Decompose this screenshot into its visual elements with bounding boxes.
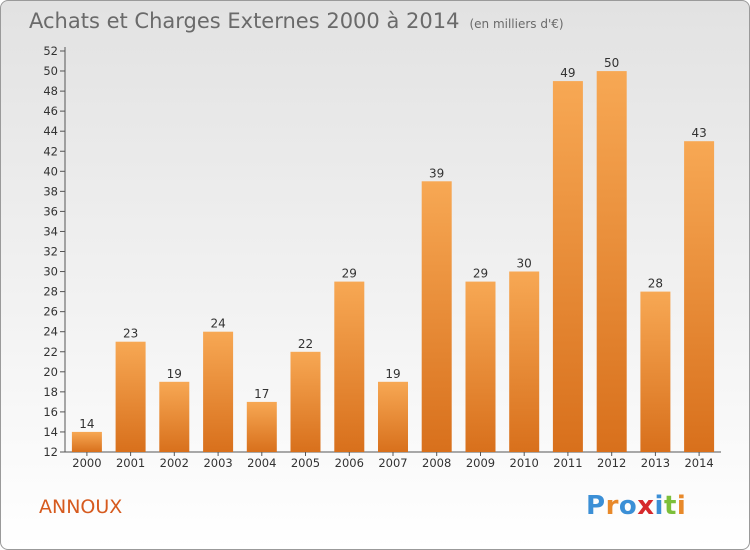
- value-label-2001: 23: [123, 327, 138, 341]
- bar-2010: [509, 271, 540, 452]
- x-tick-label-2001: 2001: [116, 456, 145, 470]
- y-tick-label: 16: [43, 405, 58, 419]
- y-tick-label: 46: [43, 104, 58, 118]
- bar-2001: [115, 341, 146, 452]
- value-label-2010: 30: [517, 257, 532, 271]
- bar-2000: [71, 431, 102, 452]
- y-tick-label: 38: [43, 184, 58, 198]
- logo-letter: i: [654, 491, 664, 521]
- y-tick-label: 30: [43, 265, 58, 279]
- value-label-2012: 50: [604, 56, 619, 70]
- y-tick-label: 26: [43, 305, 58, 319]
- bar-2006: [334, 281, 365, 452]
- logo-letter: o: [618, 491, 638, 521]
- value-label-2009: 29: [473, 267, 488, 281]
- bar-2002: [159, 381, 190, 452]
- y-tick-label: 42: [43, 144, 58, 158]
- x-tick-label-2006: 2006: [335, 456, 364, 470]
- logo-letter: x: [637, 491, 655, 521]
- chart-unit: (en milliers d'€): [469, 17, 564, 31]
- value-label-2000: 14: [79, 417, 94, 431]
- x-tick-label-2005: 2005: [291, 456, 320, 470]
- y-tick-label: 14: [43, 425, 58, 439]
- y-tick-label: 18: [43, 385, 58, 399]
- value-label-2008: 39: [429, 166, 444, 180]
- value-label-2014: 43: [691, 126, 706, 140]
- x-tick-label-2000: 2000: [72, 456, 101, 470]
- x-tick-label-2012: 2012: [597, 456, 626, 470]
- y-tick-label: 34: [43, 224, 58, 238]
- x-tick-label-2007: 2007: [378, 456, 407, 470]
- bar-2008: [421, 181, 452, 453]
- value-label-2006: 29: [342, 267, 357, 281]
- x-tick-label-2013: 2013: [641, 456, 670, 470]
- bar-2013: [640, 291, 671, 452]
- y-tick-label: 44: [43, 124, 58, 138]
- y-tick-label: 32: [43, 245, 58, 259]
- bar-2005: [290, 351, 321, 453]
- chart-title-text: Achats et Charges Externes 2000 à 2014: [29, 9, 460, 33]
- value-label-2002: 19: [167, 367, 182, 381]
- y-tick-label: 52: [43, 44, 58, 58]
- bar-2007: [378, 381, 408, 452]
- logo-letter: t: [663, 491, 677, 521]
- x-tick-label-2009: 2009: [466, 456, 495, 470]
- bar-2011: [552, 81, 583, 452]
- x-tick-label-2010: 2010: [510, 456, 539, 470]
- x-tick-label-2011: 2011: [553, 456, 582, 470]
- value-label-2013: 28: [648, 277, 663, 291]
- y-tick-label: 28: [43, 285, 58, 299]
- x-tick-label-2003: 2003: [203, 456, 232, 470]
- value-label-2005: 22: [298, 337, 313, 351]
- x-tick-label-2004: 2004: [247, 456, 276, 470]
- logo-letter: r: [605, 491, 619, 521]
- x-tick-label-2002: 2002: [160, 456, 189, 470]
- y-tick-label: 22: [43, 345, 58, 359]
- y-tick-label: 12: [43, 445, 58, 459]
- bar-2012: [596, 71, 627, 452]
- x-tick-label-2008: 2008: [422, 456, 451, 470]
- y-tick-label: 48: [43, 84, 58, 98]
- x-tick-label-2014: 2014: [684, 456, 713, 470]
- commune-name: ANNOUX: [39, 496, 123, 518]
- value-label-2011: 49: [560, 66, 575, 80]
- bar-2003: [203, 331, 234, 452]
- chart-title: Achats et Charges Externes 2000 à 2014 (e…: [29, 9, 564, 33]
- bar-2004: [246, 401, 277, 452]
- y-tick-label: 40: [43, 164, 58, 178]
- bar-2009: [465, 281, 496, 452]
- y-tick-label: 24: [43, 325, 58, 339]
- logo-letter: i: [676, 491, 687, 521]
- proxiti-logo: Proxiti: [586, 491, 686, 521]
- y-tick-label: 36: [43, 204, 58, 218]
- y-tick-label: 20: [43, 365, 58, 379]
- value-label-2003: 24: [210, 317, 225, 331]
- logo-letter: P: [586, 491, 606, 521]
- y-tick-label: 50: [43, 64, 58, 78]
- value-label-2007: 19: [385, 367, 400, 381]
- bar-2014: [684, 141, 715, 452]
- value-label-2004: 17: [254, 387, 269, 401]
